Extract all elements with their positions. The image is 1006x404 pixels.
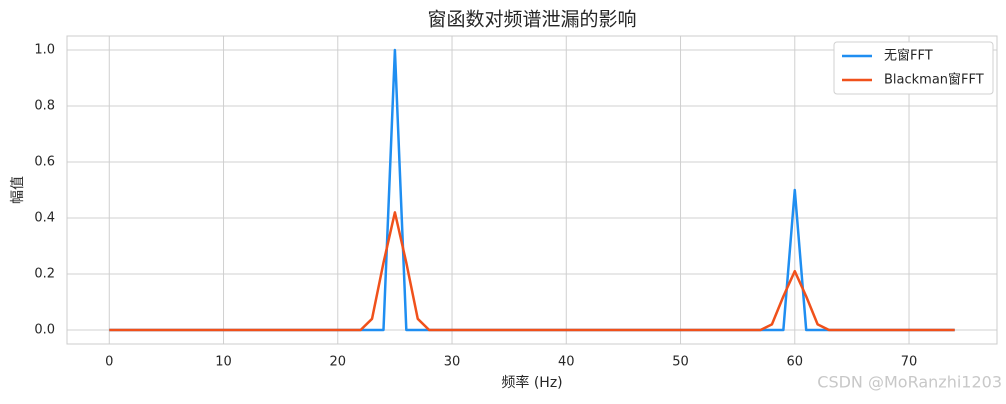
- chart-title: 窗函数对频谱泄漏的影响: [427, 9, 636, 31]
- x-tick-label: 70: [901, 355, 918, 370]
- y-tick-label: 0.0: [34, 323, 55, 338]
- line-series: [109, 211, 955, 332]
- x-tick-label: 20: [330, 355, 347, 370]
- y-tick-label: 0.4: [34, 211, 55, 226]
- y-tick-label: 0.8: [34, 99, 55, 114]
- legend-label: 无窗FFT: [884, 48, 933, 64]
- x-tick-label: 10: [215, 355, 232, 370]
- x-tick-label: 60: [787, 355, 804, 370]
- x-tick-label: 0: [105, 355, 113, 370]
- y-tick-label: 1.0: [34, 43, 55, 58]
- x-tick-label: 50: [672, 355, 689, 370]
- y-tick-label: 0.2: [34, 267, 55, 282]
- watermark: CSDN @MoRanzhi1203: [817, 373, 1002, 392]
- x-tick-label: 30: [444, 355, 461, 370]
- legend-label: Blackman窗FFT: [884, 72, 984, 88]
- y-tick-label: 0.6: [34, 155, 55, 170]
- x-axis-label: 频率 (Hz): [501, 374, 562, 391]
- legend-box: [833, 41, 994, 95]
- y-axis-label: 幅值: [10, 176, 26, 204]
- plot-frame: [66, 35, 998, 345]
- x-tick-label: 40: [558, 355, 575, 370]
